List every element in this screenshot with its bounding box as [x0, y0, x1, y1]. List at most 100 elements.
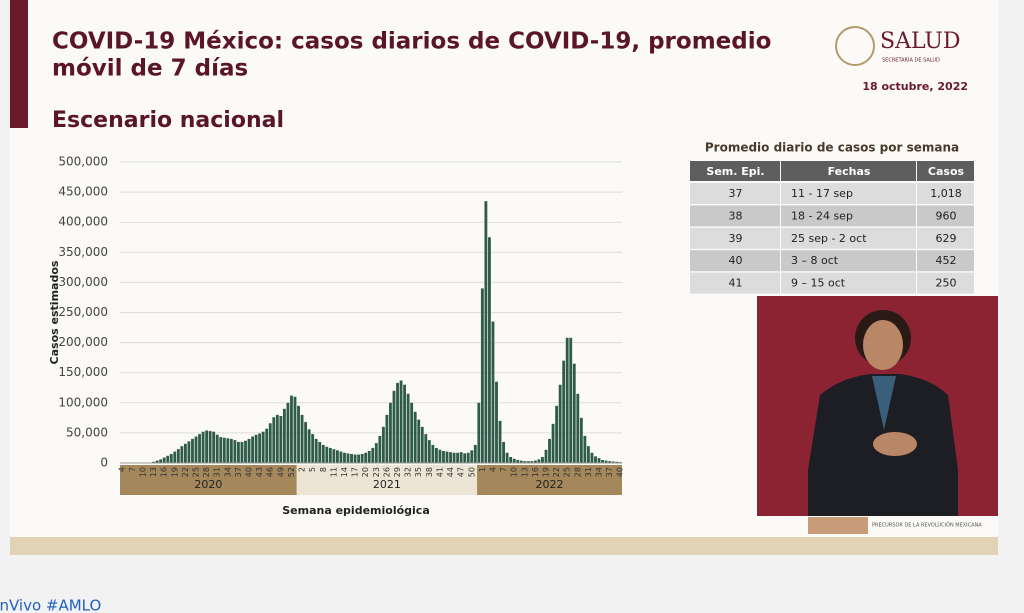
bar [180, 446, 184, 463]
bar [237, 441, 240, 463]
header-cell [781, 161, 916, 181]
bar [523, 461, 527, 463]
bar [343, 452, 346, 463]
bar [459, 452, 463, 463]
interpreter-shirt [872, 376, 896, 430]
bar [427, 440, 431, 463]
x-tick-label: 14 [340, 467, 349, 477]
logo-sub: SECRETARÍA DE SALUD [882, 57, 940, 64]
bar [608, 461, 612, 463]
bar [449, 452, 452, 463]
x-tick-label: 22 [181, 467, 190, 477]
cell-text: 250 [936, 277, 957, 290]
bar [434, 447, 438, 463]
bar [339, 451, 343, 463]
cell-text: 11 - 17 sep [791, 187, 853, 200]
bar [484, 201, 488, 463]
header-text: Sem. Epi. [706, 165, 764, 178]
cell-text: 25 sep - 2 oct [791, 232, 867, 245]
y-tick-label: 400,000 [58, 215, 108, 229]
bar [576, 393, 580, 463]
bar [378, 435, 382, 463]
bar [572, 363, 576, 463]
x-tick-label: 5 [308, 467, 317, 472]
x-tick-label: 40 [616, 467, 625, 477]
header-text: Casos [928, 165, 965, 178]
bar [364, 452, 368, 463]
bar [541, 456, 544, 463]
bar [611, 461, 615, 463]
cell-text: 38 [729, 209, 743, 222]
bar [555, 405, 559, 463]
bar [244, 440, 247, 463]
bar [562, 360, 566, 463]
bar [198, 434, 201, 463]
year-band [296, 465, 478, 495]
logo-name: SALUD [880, 29, 961, 54]
bar [205, 430, 209, 463]
bar [399, 380, 403, 463]
date: 18 octubre, 2022 [862, 80, 968, 93]
bar [159, 459, 163, 463]
cell [690, 205, 780, 227]
x-tick-label: 28 [573, 467, 582, 477]
bar [173, 451, 177, 463]
y-tick-label: 200,000 [58, 335, 108, 349]
x-tick-label: 37 [605, 467, 614, 477]
bar [371, 447, 375, 463]
bar [381, 426, 385, 463]
bar [477, 402, 481, 463]
bar [519, 460, 523, 463]
cell [781, 250, 916, 272]
bar [275, 414, 279, 463]
x-tick-label: 23 [372, 467, 381, 477]
bar [268, 423, 272, 463]
footer-figure [808, 517, 868, 534]
x-tick-label: 34 [223, 467, 232, 477]
bar [240, 441, 244, 463]
x-tick-label: 32 [404, 467, 413, 477]
bar [480, 288, 484, 463]
x-tick-label: 4 [117, 467, 126, 472]
bar [300, 414, 304, 463]
cell [690, 272, 780, 294]
cell [690, 227, 780, 249]
bar [332, 449, 336, 463]
bar [328, 447, 332, 463]
bar [212, 431, 216, 463]
bar [463, 453, 467, 463]
bar [233, 440, 237, 463]
year-label: 2022 [536, 478, 564, 491]
bar [512, 458, 516, 463]
bar [420, 426, 424, 463]
bar [357, 454, 361, 463]
bar [438, 449, 442, 463]
bar [155, 460, 159, 463]
cell-text: 37 [729, 187, 743, 200]
x-tick-label: 41 [435, 467, 444, 477]
bar [279, 416, 283, 463]
cell-text: 39 [729, 232, 743, 245]
bar [505, 452, 509, 463]
bar [222, 437, 226, 463]
x-tick-label: 52 [287, 467, 296, 477]
x-tick-label: 22 [552, 467, 561, 477]
cell-text: 960 [936, 209, 957, 222]
bar [396, 382, 399, 463]
bar [392, 390, 396, 463]
bar [544, 449, 548, 463]
bar [321, 444, 325, 463]
bar [583, 435, 587, 463]
x-tick-label: 38 [425, 467, 434, 477]
x-tick-label: 10 [510, 467, 519, 477]
bar [488, 237, 491, 463]
bar [282, 408, 286, 463]
bar [452, 452, 456, 463]
cell [690, 250, 780, 272]
x-tick-label: 44 [446, 467, 455, 477]
bar [456, 452, 460, 463]
bar [229, 438, 233, 463]
x-tick-label: 25 [563, 467, 572, 477]
bar [569, 337, 573, 463]
x-tick-label: 49 [276, 467, 285, 477]
